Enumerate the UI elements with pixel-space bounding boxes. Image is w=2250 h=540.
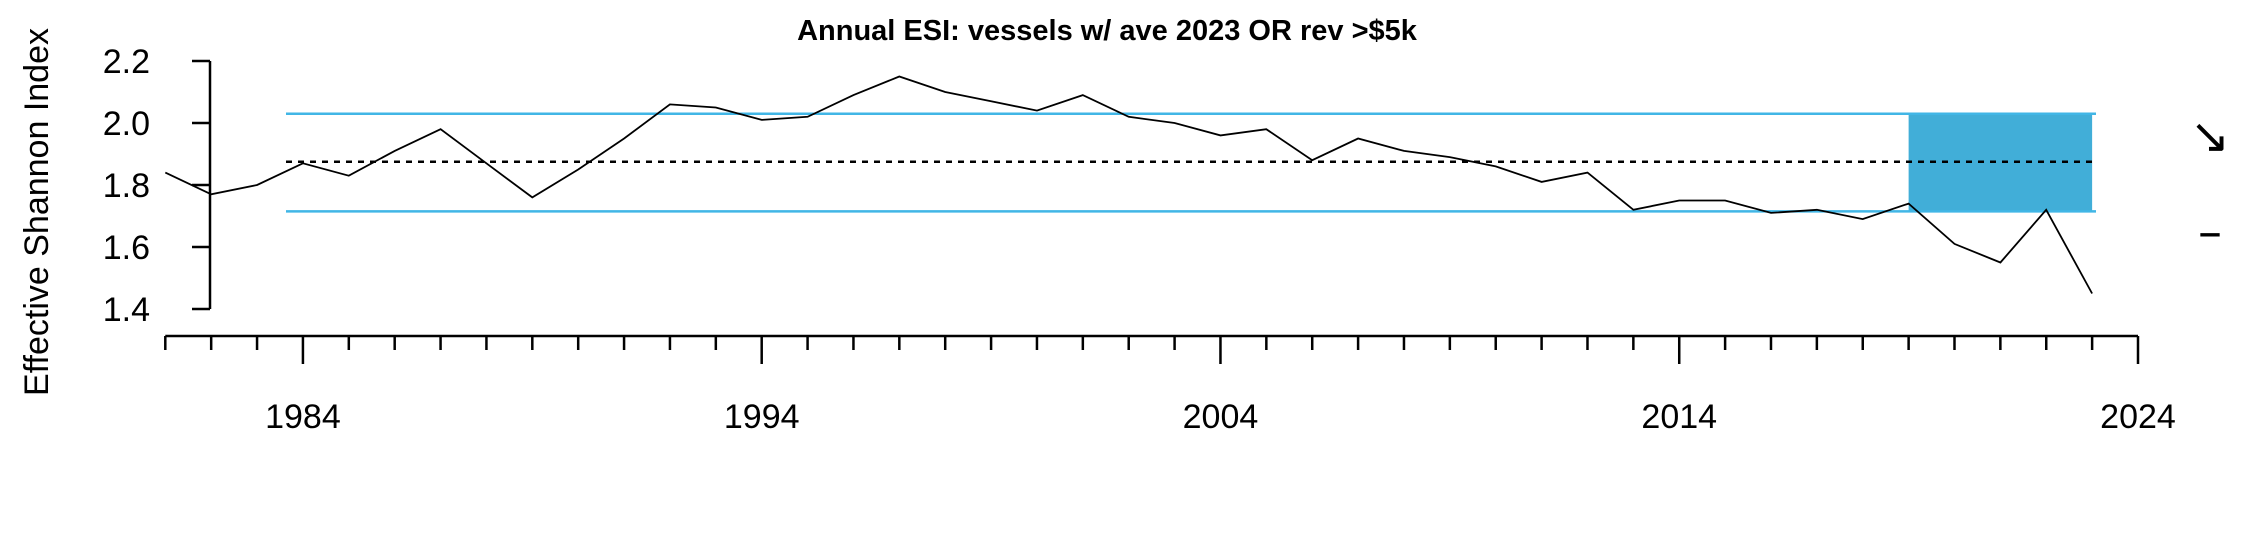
trend-arrow-icon: ↘ bbox=[2190, 108, 2230, 164]
y-tick-label: 1.8 bbox=[103, 167, 150, 205]
x-tick-label: 1984 bbox=[265, 398, 341, 436]
x-tick-label: 2024 bbox=[2100, 398, 2176, 436]
y-tick-label: 2.0 bbox=[103, 105, 150, 143]
x-tick-label: 1994 bbox=[724, 398, 800, 436]
y-tick-label: 1.6 bbox=[103, 229, 150, 267]
level-dash-icon: – bbox=[2198, 204, 2222, 260]
x-tick-label: 2004 bbox=[1183, 398, 1259, 436]
recent-period-highlight bbox=[1908, 113, 2093, 212]
esi-series-line bbox=[164, 75, 2093, 294]
x-tick-label: 2014 bbox=[1641, 398, 1717, 436]
chart-title: Annual ESI: vessels w/ ave 2023 OR rev >… bbox=[797, 15, 1418, 47]
y-tick-label: 1.4 bbox=[103, 291, 150, 329]
y-tick-label: 2.2 bbox=[103, 43, 150, 81]
y-axis-label: Effective Shannon Index bbox=[18, 28, 56, 396]
